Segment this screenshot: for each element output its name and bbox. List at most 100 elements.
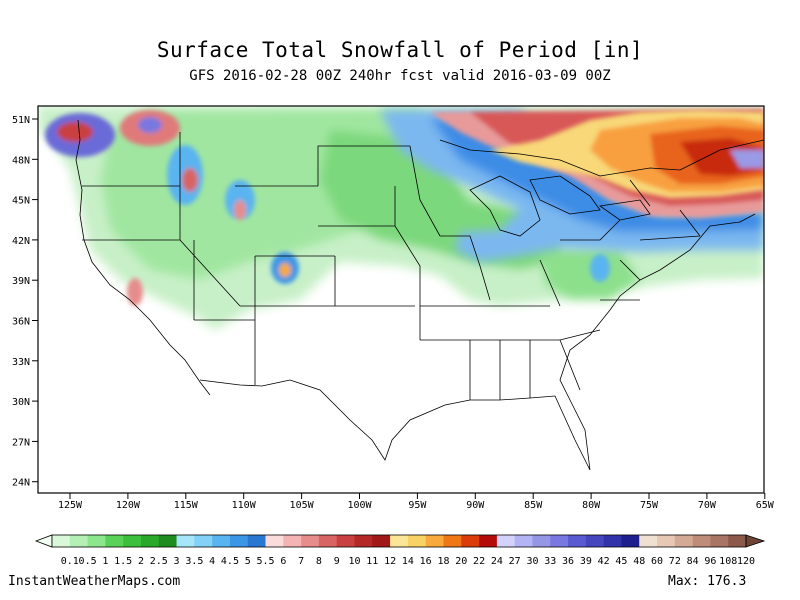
legend-swatch	[443, 535, 462, 547]
legend-swatch	[194, 535, 213, 547]
legend-swatch	[710, 535, 729, 547]
legend-swatch	[728, 535, 747, 547]
lat-label: 30N	[12, 397, 30, 408]
legend-swatch	[87, 535, 106, 547]
legend-swatch	[212, 535, 231, 547]
legend-swatch	[657, 535, 676, 547]
lon-label: 85W	[524, 500, 543, 511]
legend-swatch	[407, 535, 426, 547]
lon-label: 75W	[640, 500, 659, 511]
legend-label: 39	[580, 556, 592, 567]
legend-label: 0.5	[79, 556, 97, 567]
legend-swatch	[176, 535, 195, 547]
map-title: Surface Total Snowfall of Period [in]	[156, 38, 644, 62]
legend-label: 3	[174, 556, 180, 567]
lon-label: 65W	[756, 500, 775, 511]
legend-swatch	[372, 535, 391, 547]
legend-swatch	[496, 535, 515, 547]
legend-label: 8	[316, 556, 322, 567]
map-boundaries	[75, 119, 764, 471]
legend-label: 2.5	[150, 556, 168, 567]
lon-label: 95W	[408, 500, 427, 511]
lon-label: 115W	[174, 500, 199, 511]
lon-label: 120W	[116, 500, 141, 511]
lat-label: 48N	[12, 155, 30, 166]
legend-swatch	[390, 535, 409, 547]
legend-swatch	[692, 535, 711, 547]
legend-swatch	[105, 535, 124, 547]
legend-swatch	[461, 535, 480, 547]
max-value: Max: 176.3	[668, 574, 747, 589]
legend-label: 45	[615, 556, 627, 567]
legend-swatch	[336, 535, 355, 547]
snowfall-legend: 0.1 0.5 1 1.5 2 2.5 3 3.5 4 4.5 5 5.5 6 7 8 9 10 11 12 14 16…	[34, 534, 766, 567]
lon-label: 90W	[466, 500, 485, 511]
legend-label: 2	[138, 556, 144, 567]
legend-swatch	[425, 535, 444, 547]
legend-swatch	[568, 535, 587, 547]
legend-label: 4	[209, 556, 215, 567]
lon-label: 70W	[698, 500, 717, 511]
legend-swatch	[621, 535, 640, 547]
legend-swatch	[479, 535, 498, 547]
legend-label: 120	[737, 556, 755, 567]
legend-label: 1	[102, 556, 108, 567]
legend-label: 5.5	[257, 556, 275, 567]
legend-label: 48	[633, 556, 645, 567]
legend-label: 0.1	[61, 556, 79, 567]
legend-swatch	[674, 535, 693, 547]
legend-label: 72	[669, 556, 681, 567]
legend-label: 12	[384, 556, 396, 567]
source-credit: InstantWeatherMaps.com	[8, 574, 181, 589]
legend-label: 10	[348, 556, 360, 567]
legend-label: 18	[437, 556, 449, 567]
legend-label: 9	[334, 556, 340, 567]
lat-label: 24N	[12, 478, 30, 489]
legend-swatch	[603, 535, 622, 547]
lat-label: 39N	[12, 276, 30, 287]
legend-swatch	[514, 535, 533, 547]
legend-left-arrow	[34, 534, 53, 548]
map-subtitle: GFS 2016-02-28 00Z 240hr fcst valid 2016…	[189, 68, 611, 84]
lat-label: 42N	[12, 236, 30, 247]
plot-frame	[37, 105, 765, 494]
legend-swatch	[229, 535, 249, 547]
lon-label: 110W	[232, 500, 257, 511]
legend-label: 3.5	[185, 556, 203, 567]
longitude-axis: 125W 120W 115W 110W 105W 100W 95W 90W 85W 80W 75W 7…	[58, 493, 775, 511]
legend-label: 5	[245, 556, 251, 567]
legend-swatch	[639, 535, 658, 547]
legend-label: 14	[402, 556, 414, 567]
lon-label: 125W	[58, 500, 83, 511]
lon-label: 100W	[347, 500, 372, 511]
legend-frame	[51, 534, 747, 548]
legend-label: 6	[280, 556, 286, 567]
legend-label: 16	[420, 556, 432, 567]
legend-label: 30	[526, 556, 538, 567]
legend-swatch	[265, 535, 284, 547]
latitude-axis: 51N 48N 45N 42N 39N 36N 33N 30N 27N 24N	[12, 115, 38, 489]
legend-swatch	[69, 535, 88, 547]
lat-label: 27N	[12, 437, 30, 448]
legend-label: 42	[598, 556, 610, 567]
legend-swatch	[283, 535, 302, 547]
legend-swatch	[318, 535, 338, 547]
lon-label: 80W	[582, 500, 601, 511]
lat-label: 51N	[12, 115, 30, 126]
legend-label: 84	[687, 556, 699, 567]
lat-label: 45N	[12, 196, 30, 207]
lat-label: 33N	[12, 357, 30, 368]
legend-swatch	[532, 535, 551, 547]
snowfall-field	[38, 106, 764, 330]
legend-swatch	[301, 535, 320, 547]
legend-label: 27	[509, 556, 521, 567]
legend-swatch	[550, 535, 569, 547]
legend-swatch	[585, 535, 604, 547]
legend-swatch	[247, 535, 266, 547]
legend-label: 108	[719, 556, 737, 567]
legend-label: 24	[491, 556, 503, 567]
legend-label: 20	[455, 556, 467, 567]
legend-label: 22	[473, 556, 485, 567]
lon-label: 105W	[290, 500, 315, 511]
